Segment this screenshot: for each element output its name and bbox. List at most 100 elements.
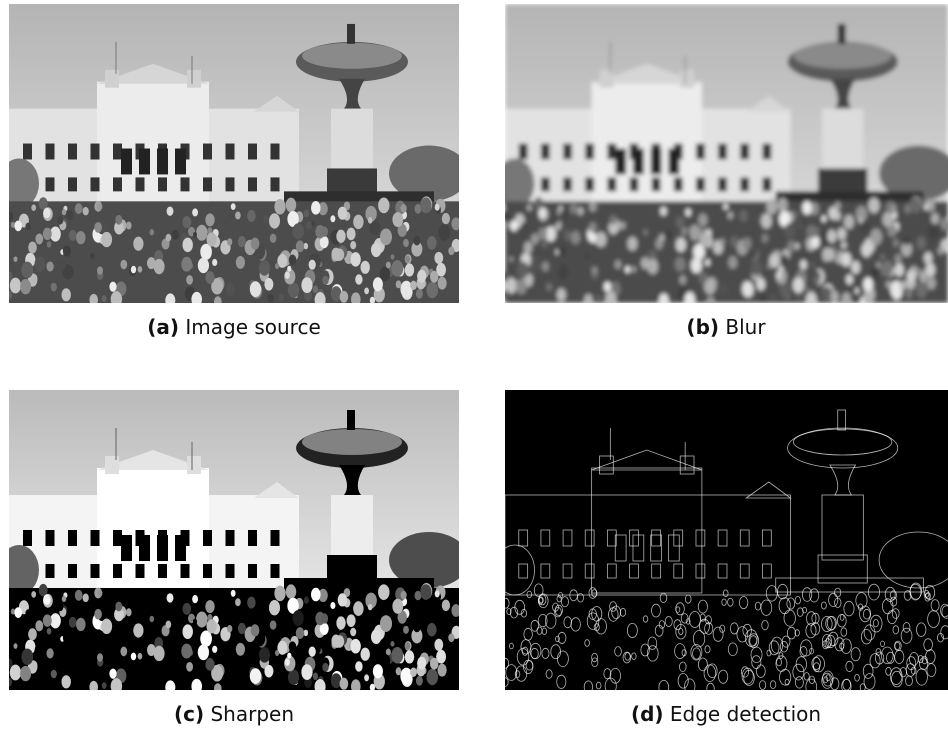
shape	[779, 266, 783, 272]
shape	[517, 262, 529, 279]
shape	[570, 203, 578, 214]
shape	[207, 619, 217, 633]
shape	[289, 255, 297, 266]
shape	[68, 530, 77, 546]
shape	[910, 198, 921, 214]
shape	[451, 217, 460, 230]
shape	[659, 293, 669, 307]
shape	[288, 669, 299, 685]
shape	[685, 292, 695, 307]
shape	[870, 267, 880, 281]
shape	[448, 247, 454, 256]
shape	[530, 256, 541, 271]
caption-label: (d)	[631, 702, 664, 726]
shape	[675, 257, 686, 272]
shape	[442, 213, 450, 224]
shape	[762, 177, 771, 191]
shape	[347, 24, 355, 44]
caption-text: Blur	[725, 315, 766, 339]
shape	[158, 217, 167, 230]
shape	[91, 564, 100, 578]
shape	[301, 277, 312, 293]
shape	[347, 410, 355, 430]
caption-label: (a)	[147, 315, 179, 339]
shape	[193, 232, 197, 238]
shape	[226, 283, 235, 296]
shape	[203, 530, 212, 546]
shape	[928, 224, 940, 241]
shape	[120, 260, 127, 270]
shape	[722, 212, 727, 218]
shape	[302, 429, 402, 455]
shape	[380, 228, 392, 245]
shape	[131, 266, 136, 274]
shape	[21, 262, 33, 279]
shape	[338, 207, 347, 220]
shape	[302, 43, 402, 69]
shape	[931, 213, 939, 224]
shape	[111, 678, 122, 694]
shape	[175, 149, 186, 175]
shape	[386, 262, 391, 269]
shape	[331, 635, 340, 648]
shape	[668, 149, 679, 175]
shape	[519, 144, 528, 160]
shape	[561, 210, 568, 220]
shape	[157, 535, 168, 561]
shape	[691, 258, 702, 274]
shape	[138, 266, 143, 273]
shape	[699, 232, 709, 246]
shape	[115, 215, 122, 225]
shape	[47, 261, 54, 271]
shape	[47, 241, 52, 247]
shape	[0, 158, 39, 208]
shape	[14, 607, 22, 618]
shape	[353, 215, 363, 230]
shape	[351, 292, 361, 306]
shape	[62, 596, 66, 602]
shape	[336, 230, 345, 243]
shape	[279, 681, 285, 689]
shape	[893, 239, 899, 247]
shape	[6, 271, 13, 281]
shape	[571, 231, 580, 244]
shape	[527, 204, 532, 211]
shape	[651, 217, 660, 230]
shape	[10, 665, 21, 681]
caption-text: Edge detection	[670, 702, 821, 726]
shape	[927, 277, 936, 290]
shape	[851, 261, 860, 274]
image-panel	[0, 390, 469, 695]
shape	[43, 228, 52, 240]
shape	[364, 674, 369, 681]
shape	[870, 228, 882, 245]
shape	[592, 266, 598, 274]
shape	[57, 603, 63, 611]
shape	[627, 237, 637, 251]
shape	[269, 600, 280, 615]
shape	[196, 612, 207, 628]
shape	[719, 283, 728, 296]
shape	[890, 204, 896, 213]
shape	[186, 662, 193, 672]
shape	[250, 281, 261, 297]
shape	[226, 177, 235, 191]
shape	[14, 256, 18, 262]
shape	[680, 70, 694, 88]
shape	[105, 70, 119, 88]
shape	[133, 623, 143, 637]
shape	[728, 212, 734, 220]
shape	[109, 282, 116, 292]
shape	[313, 673, 318, 681]
shape	[919, 271, 927, 283]
shape	[330, 215, 335, 222]
shape	[226, 564, 235, 578]
shape	[322, 663, 328, 672]
shape	[900, 281, 907, 290]
shape	[47, 628, 52, 634]
shape	[136, 177, 145, 191]
shape	[226, 670, 235, 683]
shape	[191, 679, 202, 694]
shape	[0, 545, 39, 595]
shape	[743, 238, 752, 250]
